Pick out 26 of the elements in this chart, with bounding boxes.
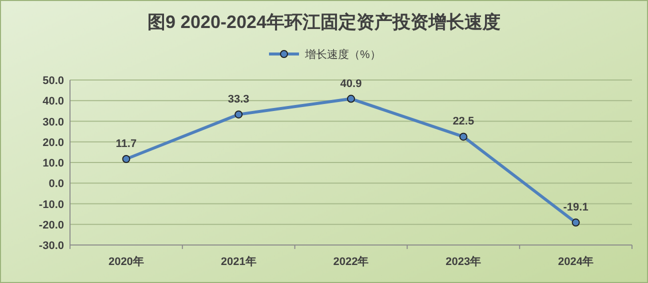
x-tick-label: 2022年 bbox=[333, 255, 369, 268]
data-label: 22.5 bbox=[452, 116, 474, 128]
y-tick-label: -30.0 bbox=[38, 240, 64, 252]
chart-title: 图9 2020-2024年环江固定资产投资增长速度 bbox=[147, 12, 501, 32]
y-tick-label: 40.0 bbox=[42, 96, 64, 108]
x-tick-label: 2021年 bbox=[220, 255, 256, 268]
point bbox=[234, 110, 243, 118]
y-tick-label: -10.0 bbox=[38, 198, 64, 211]
data-label: 33.3 bbox=[228, 93, 250, 106]
x-tick-label: 2023年 bbox=[446, 255, 482, 268]
y-tick-label: 10.0 bbox=[42, 158, 64, 170]
point bbox=[459, 132, 468, 141]
data-label: -19.1 bbox=[563, 202, 588, 214]
y-tick-label: 20.0 bbox=[42, 136, 64, 149]
data-label: 11.7 bbox=[116, 138, 137, 150]
legend-label: 增长速度（%） bbox=[304, 48, 381, 61]
x-tick-label: 2024年 bbox=[558, 255, 594, 268]
point bbox=[572, 218, 580, 227]
point bbox=[122, 154, 130, 163]
data-label: 40.9 bbox=[340, 78, 362, 90]
y-tick-label: 50.0 bbox=[42, 75, 64, 87]
y-tick-label: -20.0 bbox=[38, 219, 64, 232]
y-tick-label: 0.0 bbox=[48, 178, 64, 190]
y-tick-label: 30.0 bbox=[42, 116, 64, 128]
x-tick-label: 2020年 bbox=[108, 255, 144, 268]
point bbox=[347, 94, 355, 103]
